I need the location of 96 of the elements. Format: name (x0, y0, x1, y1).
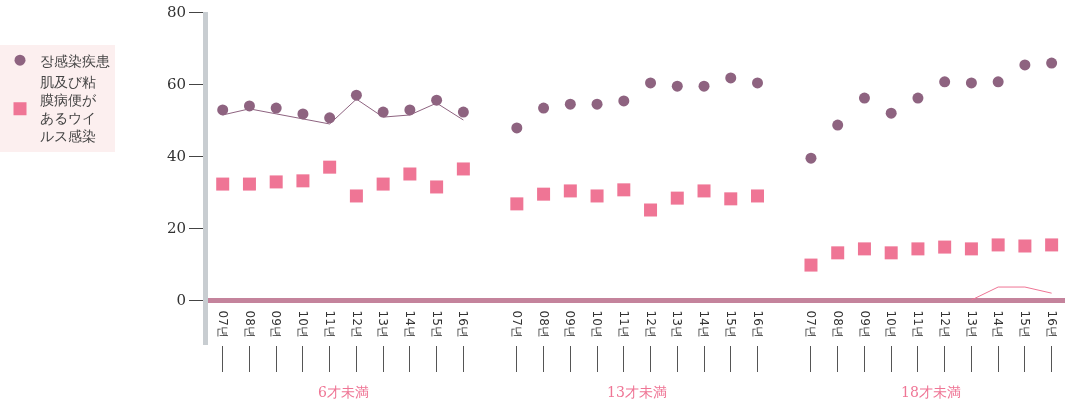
point (804, 258, 818, 272)
y-tick-label: 0 (176, 291, 186, 310)
point (617, 183, 631, 197)
point (563, 184, 577, 198)
x-tick-label: 11년 (322, 310, 337, 338)
point (938, 240, 952, 254)
x-tick-label: 09년 (857, 310, 872, 338)
point (511, 122, 523, 134)
point (725, 72, 737, 84)
point (751, 189, 764, 203)
point (964, 242, 978, 256)
x-tick-label: 13년 (376, 310, 391, 338)
legend-label: 肌及び粘膜病便があるウイルス感染 (40, 73, 97, 145)
x-tick-label: 15년 (1017, 310, 1032, 338)
x-tick-label: 07년 (509, 310, 524, 338)
point (884, 246, 898, 260)
point (831, 246, 845, 260)
point (324, 112, 336, 124)
point (645, 77, 657, 89)
point (857, 242, 871, 256)
point (242, 177, 256, 191)
point (349, 189, 363, 203)
point (297, 108, 309, 120)
x-tick-label: 09년 (563, 310, 578, 338)
legend-label: 장感染疾患 (40, 52, 110, 69)
y-tick-label: 80 (166, 3, 186, 22)
point (1018, 239, 1032, 253)
point (323, 160, 337, 174)
point (1046, 57, 1058, 69)
x-tick-label: 13년 (964, 310, 979, 338)
x-tick-label: 16년 (750, 310, 765, 338)
x-tick-label: 11년 (616, 310, 631, 338)
point (912, 92, 924, 104)
x-tick-label: 16년 (456, 310, 471, 338)
x-tick-label: 14년 (697, 310, 712, 338)
point (296, 174, 310, 188)
x-tick-label: 12년 (643, 310, 658, 338)
point (805, 152, 817, 164)
point (644, 203, 658, 217)
point (269, 175, 283, 189)
point (590, 189, 604, 203)
point (1045, 238, 1059, 252)
point (965, 77, 977, 89)
x-tick-label: 15년 (723, 310, 738, 338)
y-tick-label: 40 (166, 147, 186, 166)
point (698, 80, 710, 92)
point (217, 104, 229, 116)
x-tick-label: 14년 (402, 310, 417, 338)
point (591, 98, 603, 110)
x-tick-label: 13년 (670, 310, 685, 338)
point (752, 77, 763, 89)
x-tick-label: 16년 (1044, 310, 1059, 338)
point (697, 184, 711, 198)
point (939, 76, 951, 88)
text: 13才未満 (607, 384, 667, 400)
point (1019, 59, 1031, 71)
x-tick-label: 07년 (215, 310, 230, 338)
point (430, 180, 444, 194)
x-tick-label: 10년 (590, 310, 605, 338)
point (537, 187, 551, 201)
point (564, 98, 576, 110)
point (858, 92, 870, 104)
x-tick-label: 09년 (269, 310, 284, 338)
point (457, 106, 469, 118)
x-tick-label: 12년 (937, 310, 952, 338)
x-tick-label: 15년 (429, 310, 444, 338)
x-tick-label: 10년 (296, 310, 311, 338)
point (911, 242, 925, 256)
point (403, 167, 417, 181)
point (538, 102, 550, 114)
point (510, 197, 524, 211)
point (885, 107, 897, 119)
x-tick-label: 12년 (349, 310, 364, 338)
point (671, 80, 683, 92)
point (376, 177, 390, 191)
point (618, 95, 630, 107)
x-tick-label: 08년 (242, 310, 257, 338)
x-tick-label: 08년 (830, 310, 845, 338)
text: 18才未満 (901, 384, 961, 400)
x-tick-label: 08년 (536, 310, 551, 338)
point (670, 191, 684, 205)
x-tick-label: 14년 (991, 310, 1006, 338)
point (270, 102, 282, 114)
text: 6才未満 (318, 384, 369, 400)
point (832, 119, 844, 131)
y-tick-label: 60 (166, 75, 186, 94)
point (456, 162, 470, 176)
point (991, 238, 1005, 252)
x-tick-label: 11년 (911, 310, 926, 338)
point (724, 192, 738, 206)
x-tick-label: 10년 (884, 310, 899, 338)
y-tick-label: 20 (166, 219, 186, 238)
point (350, 89, 362, 101)
point (216, 177, 230, 191)
x-tick-label: 07년 (804, 310, 819, 338)
point (992, 76, 1004, 88)
